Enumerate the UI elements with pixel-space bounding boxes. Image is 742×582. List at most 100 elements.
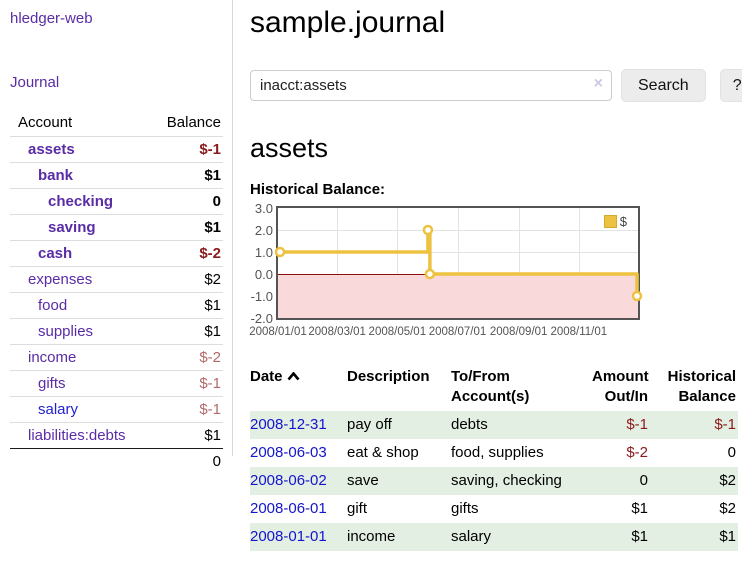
- account-link[interactable]: saving: [48, 219, 96, 236]
- chart-data-point: [631, 290, 643, 302]
- spacer-cell: [10, 448, 148, 474]
- register-column-header[interactable]: Date: [250, 365, 347, 411]
- account-balance: $-2: [147, 344, 223, 371]
- transaction-row[interactable]: 2008-06-02 save saving, checking 0 $2: [250, 467, 738, 495]
- x-axis-tick-label: 2008/09/01: [489, 326, 548, 338]
- x-axis-tick-label: 2008/05/01: [368, 326, 427, 338]
- chart-data-point: [424, 268, 436, 280]
- account-balance-table: Account Balance assets $-1 bank $1 checking 0…: [10, 110, 223, 474]
- register-table: Date Description To/From Account(s) Amount Ou…: [250, 365, 738, 551]
- account-link[interactable]: salary: [38, 401, 79, 418]
- chart-gridline: [458, 208, 459, 318]
- register-column-header: Amount Out/In: [592, 365, 650, 411]
- account-balance: 0: [147, 188, 223, 215]
- transaction-accounts: salary: [451, 528, 492, 545]
- account-link[interactable]: gifts: [38, 375, 66, 392]
- chart-series-svg: [274, 224, 643, 302]
- x-axis-tick-label: 2008/11/01: [550, 326, 608, 338]
- account-row: supplies $1: [10, 318, 223, 345]
- chart-gridline: [337, 208, 338, 318]
- transaction-amount: $-2: [626, 444, 648, 461]
- chart-gridline: [579, 208, 580, 318]
- account-row: liabilities:debts $1: [10, 422, 223, 449]
- transaction-description: gift: [347, 500, 368, 517]
- account-balance: $1: [147, 318, 223, 345]
- transaction-date-link[interactable]: 2008-01-01: [250, 528, 327, 545]
- header-label: Date: [250, 368, 283, 385]
- transaction-accounts: gifts: [451, 500, 479, 517]
- transaction-accounts: food, supplies: [451, 444, 544, 461]
- transaction-row[interactable]: 2008-12-31 pay off debts $-1 $-1: [250, 411, 738, 439]
- register-column-header: To/From Account(s): [451, 365, 592, 411]
- account-column-header: Account: [18, 114, 73, 131]
- transaction-amount: $1: [631, 500, 648, 517]
- y-axis-tick-label: 0.0: [254, 267, 273, 282]
- account-row: income $-2: [10, 344, 223, 371]
- x-axis-tick-label: 2008/01/01: [249, 326, 307, 338]
- negative-region: [278, 274, 638, 318]
- search-form: × Search ?: [250, 69, 742, 102]
- y-axis-tick-label: -2.0: [250, 311, 273, 326]
- account-link[interactable]: assets: [28, 141, 75, 158]
- transaction-historical-balance: $2: [719, 500, 736, 517]
- transaction-row[interactable]: 2008-01-01 income salary $1 $1: [250, 523, 738, 551]
- account-link[interactable]: supplies: [38, 323, 94, 340]
- account-balance: $-1: [147, 136, 223, 163]
- account-row: expenses $2: [10, 266, 223, 293]
- balance-column-header: Balance: [166, 114, 221, 131]
- account-row: food $1: [10, 292, 223, 319]
- sidebar-total-row: 0: [10, 448, 223, 474]
- transaction-description: pay off: [347, 416, 392, 433]
- account-balance: $-1: [147, 396, 223, 423]
- account-balance: $2: [147, 266, 223, 293]
- transaction-accounts: debts: [451, 416, 488, 433]
- transaction-description: save: [347, 472, 379, 489]
- account-balance: $1: [147, 162, 223, 189]
- chart-series-line: [280, 228, 639, 296]
- sidebar-journal-link[interactable]: Journal: [10, 74, 60, 91]
- account-link[interactable]: food: [38, 297, 68, 314]
- app-title-link[interactable]: hledger-web: [10, 10, 93, 27]
- register-column-header: Historical Balance: [650, 365, 738, 411]
- x-axis-tick-label: 2008/07/01: [428, 326, 487, 338]
- clear-search-icon[interactable]: ×: [593, 75, 603, 92]
- search-button[interactable]: Search: [621, 69, 706, 102]
- transaction-date-link[interactable]: 2008-12-31: [250, 416, 327, 433]
- account-link[interactable]: liabilities:debts: [28, 427, 126, 444]
- transaction-date-link[interactable]: 2008-06-02: [250, 472, 327, 489]
- historical-balance-chart[interactable]: 3.0 2.0 1.0 0.0 -1.0 -2.0 $ 2008/01/01 2008/03…: [249, 201, 737, 348]
- transaction-row[interactable]: 2008-06-01 gift gifts $1 $2: [250, 495, 738, 523]
- account-balance: $1: [147, 214, 223, 241]
- transaction-accounts: saving, checking: [451, 472, 562, 489]
- account-row: gifts $-1: [10, 370, 223, 397]
- legend-swatch-icon: [603, 215, 617, 228]
- account-link[interactable]: expenses: [28, 271, 93, 288]
- chart-plot-area[interactable]: $: [274, 206, 643, 320]
- chart-gridline: [519, 208, 520, 318]
- transaction-date-link[interactable]: 2008-06-03: [250, 444, 327, 461]
- header-label: Amount: [592, 368, 649, 385]
- account-link[interactable]: checking: [48, 193, 114, 210]
- transaction-row[interactable]: 2008-06-03 eat & shop food, supplies $-2 0: [250, 439, 738, 467]
- y-axis-tick-label: -1.0: [250, 289, 273, 304]
- sort-ascending-icon[interactable]: [287, 372, 300, 381]
- account-link[interactable]: income: [28, 349, 77, 366]
- sidebar-total-balance: 0: [147, 448, 223, 474]
- register-column-header: Description: [347, 365, 451, 411]
- help-button[interactable]: ?: [719, 69, 742, 102]
- y-axis-tick-label: 3.0: [254, 201, 273, 216]
- account-balance: $-1: [147, 370, 223, 397]
- account-balance: $1: [147, 422, 223, 449]
- y-axis-tick-label: 2.0: [254, 223, 273, 238]
- search-input[interactable]: [250, 70, 612, 101]
- account-link[interactable]: bank: [38, 167, 74, 184]
- header-label: Historical: [667, 368, 736, 385]
- transaction-description: eat & shop: [347, 444, 419, 461]
- transaction-historical-balance: 0: [727, 444, 736, 461]
- legend-series-label: $: [619, 214, 627, 229]
- transaction-amount: 0: [639, 472, 648, 489]
- account-link[interactable]: cash: [38, 245, 73, 262]
- transaction-date-link[interactable]: 2008-06-01: [250, 500, 327, 517]
- header-label: Out/In: [604, 388, 648, 405]
